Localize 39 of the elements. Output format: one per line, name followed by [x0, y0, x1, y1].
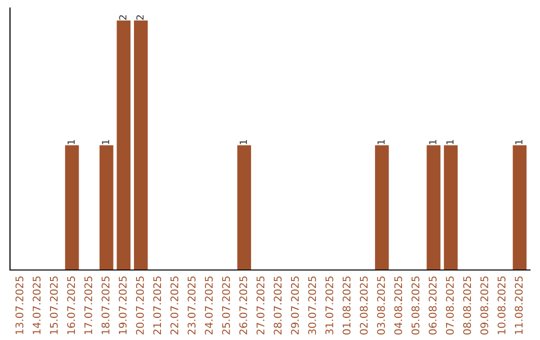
data-label: 2 [136, 15, 144, 20]
x-tick-label: 03.08.2025 [377, 276, 385, 335]
x-tick-label: 21.07.2025 [153, 276, 162, 334]
x-tick-label: 02.08.2025 [360, 276, 368, 335]
x-tick-label: 17.07.2025 [84, 276, 92, 334]
data-label: 1 [446, 140, 454, 144]
x-tick-label: 27.07.2025 [256, 276, 264, 334]
x-tick-label: 16.07.2025 [67, 276, 76, 334]
x-tick-label: 23.07.2025 [188, 276, 196, 334]
x-tick-label: 14.07.2025 [32, 276, 41, 334]
x-tick-label: 28.07.2025 [274, 276, 282, 334]
x-tick-label: 05.08.2025 [412, 276, 420, 335]
x-tick-label: 04.08.2025 [394, 276, 402, 335]
x-tick-label: 19.07.2025 [118, 276, 127, 334]
data-label: 1 [240, 140, 247, 144]
x-tick-label: 15.07.2025 [50, 276, 58, 334]
x-tick-label: 25.07.2025 [222, 276, 230, 334]
x-tick-label: 18.07.2025 [102, 276, 110, 334]
x-tick-label: 08.08.2025 [463, 276, 472, 335]
data-label: 1 [429, 140, 436, 144]
x-tick-label: 13.07.2025 [15, 276, 24, 334]
data-label: 1 [68, 140, 75, 144]
x-tick-label: 26.07.2025 [239, 276, 248, 334]
x-tick-label: 06.08.2025 [428, 276, 437, 335]
x-tick-label: 20.07.2025 [136, 276, 144, 334]
x-tick-label: 22.07.2025 [170, 276, 178, 334]
data-label: 1 [102, 140, 110, 144]
x-tick-label: 07.08.2025 [446, 276, 454, 335]
x-tick-label: 09.08.2025 [480, 276, 488, 335]
x-tick-label: 31.07.2025 [325, 276, 334, 334]
x-tick-label: 30.07.2025 [308, 276, 316, 334]
data-label: 1 [378, 140, 385, 144]
x-tick-label: 11.08.2025 [514, 276, 523, 334]
x-tick-label: 10.08.2025 [498, 276, 506, 334]
x-tick-label: 24.07.2025 [204, 276, 213, 334]
data-label: 2 [119, 15, 126, 20]
x-tick-label: 01.08.2025 [342, 276, 351, 335]
x-tick-label: 29.07.2025 [290, 276, 299, 334]
data-label: 1 [515, 140, 522, 144]
